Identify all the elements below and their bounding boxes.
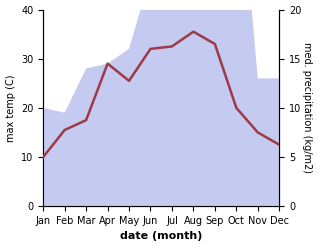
X-axis label: date (month): date (month) [120, 231, 203, 242]
Y-axis label: med. precipitation (kg/m2): med. precipitation (kg/m2) [302, 42, 313, 173]
Y-axis label: max temp (C): max temp (C) [5, 74, 16, 142]
